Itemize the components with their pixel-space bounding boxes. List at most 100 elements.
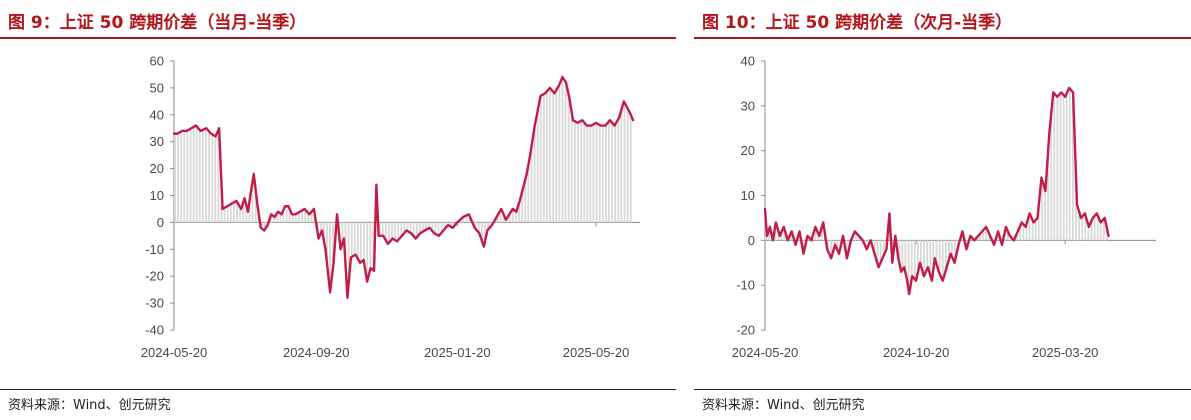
value-bar	[276, 212, 279, 223]
value-bar	[564, 81, 567, 223]
value-bar	[388, 222, 390, 243]
value-bar	[570, 113, 573, 223]
value-bar	[913, 240, 916, 280]
value-bar	[608, 121, 610, 223]
value-bar	[1084, 214, 1087, 241]
value-bar	[583, 122, 586, 223]
value-bar	[226, 205, 229, 223]
value-bar	[1068, 88, 1071, 241]
value-bar	[1056, 96, 1059, 241]
value-bar	[592, 124, 595, 223]
value-bar	[462, 216, 465, 223]
value-bar	[932, 240, 935, 270]
value-bar	[208, 131, 210, 223]
value-bar	[450, 222, 452, 227]
value-bar	[254, 189, 257, 223]
value-bar	[310, 211, 313, 223]
value-bar	[858, 236, 860, 241]
value-bar	[468, 215, 471, 223]
value-bar	[1106, 228, 1108, 241]
value-bar	[1059, 93, 1062, 241]
value-bar	[502, 214, 505, 223]
value-bar	[428, 222, 431, 228]
value-bar	[923, 240, 925, 276]
value-bar	[1047, 151, 1049, 241]
value-bar	[381, 222, 384, 236]
value-bar	[1050, 113, 1053, 241]
value-bar	[217, 129, 220, 223]
value-bar	[527, 164, 530, 223]
value-bar	[319, 222, 322, 234]
title-divider	[694, 37, 1191, 39]
chart-plot-area: -20 -10 0 10 20 30 40 2024-05-20 2024-10-20 2025-…	[732, 54, 1156, 360]
value-bar	[985, 226, 987, 241]
value-bar	[1090, 220, 1093, 241]
value-bar	[1022, 224, 1025, 241]
value-bar	[546, 91, 548, 223]
y-tick-label: -10	[145, 242, 164, 257]
value-bar	[901, 240, 904, 270]
value-bar	[1053, 93, 1056, 241]
value-bar	[372, 222, 375, 271]
value-bar	[882, 240, 885, 256]
value-bar	[521, 191, 524, 223]
value-bar	[384, 222, 387, 241]
value-bar	[174, 133, 176, 223]
value-bar	[1099, 222, 1102, 241]
value-bar	[233, 202, 235, 223]
value-bar	[515, 211, 517, 223]
value-bar	[904, 240, 907, 274]
value-bar	[211, 134, 214, 223]
value-bar	[1096, 215, 1099, 241]
value-bar	[530, 146, 533, 223]
value-bar	[876, 240, 879, 264]
value-bar	[777, 231, 780, 241]
chart-panel-right: 图 10：上证 50 跨期价差（次月-当季） -20 -10 0 10 20 30 40 20…	[694, 0, 1191, 420]
source-divider	[0, 389, 676, 390]
value-bar	[948, 240, 950, 260]
value-bar	[260, 222, 263, 229]
value-bar	[437, 222, 440, 236]
value-bar	[580, 120, 582, 223]
value-bar	[549, 88, 551, 223]
source-note: 资料来源：Wind、创元研究	[8, 398, 171, 413]
y-tick-label: 30	[150, 134, 164, 149]
value-bar	[205, 128, 207, 223]
value-bar	[982, 230, 984, 241]
value-bar	[1075, 175, 1077, 241]
value-bar	[783, 229, 786, 241]
value-bar	[279, 213, 282, 223]
value-bar	[577, 122, 579, 223]
value-bar	[1093, 215, 1096, 241]
value-bar	[397, 222, 400, 241]
value-bar	[1037, 204, 1040, 241]
value-bar	[1028, 213, 1031, 241]
value-bar	[487, 222, 489, 230]
value-bar	[789, 233, 792, 241]
value-bar	[425, 222, 427, 230]
series-line	[172, 75, 635, 299]
value-bar	[229, 204, 232, 223]
source-divider	[694, 389, 1191, 390]
x-tick-label: 2025-05-20	[563, 345, 630, 360]
value-bar	[270, 214, 272, 223]
value-bar	[223, 207, 226, 223]
y-tick-label: 40	[741, 54, 755, 69]
value-bar	[419, 222, 421, 234]
value-bar	[567, 95, 570, 223]
value-bar	[189, 128, 192, 223]
title-divider	[0, 37, 676, 39]
value-bar	[369, 222, 372, 270]
value-bar	[589, 125, 592, 223]
value-bar	[938, 240, 941, 274]
value-bar	[304, 209, 307, 223]
value-bar	[558, 84, 561, 223]
x-tick-label: 2025-01-20	[424, 345, 491, 360]
value-bar	[910, 240, 913, 279]
value-bar	[329, 222, 331, 292]
value-bar	[434, 222, 437, 234]
value-bar	[431, 222, 434, 231]
value-bar	[879, 240, 882, 263]
value-bar	[926, 240, 929, 269]
value-bar	[855, 232, 857, 241]
